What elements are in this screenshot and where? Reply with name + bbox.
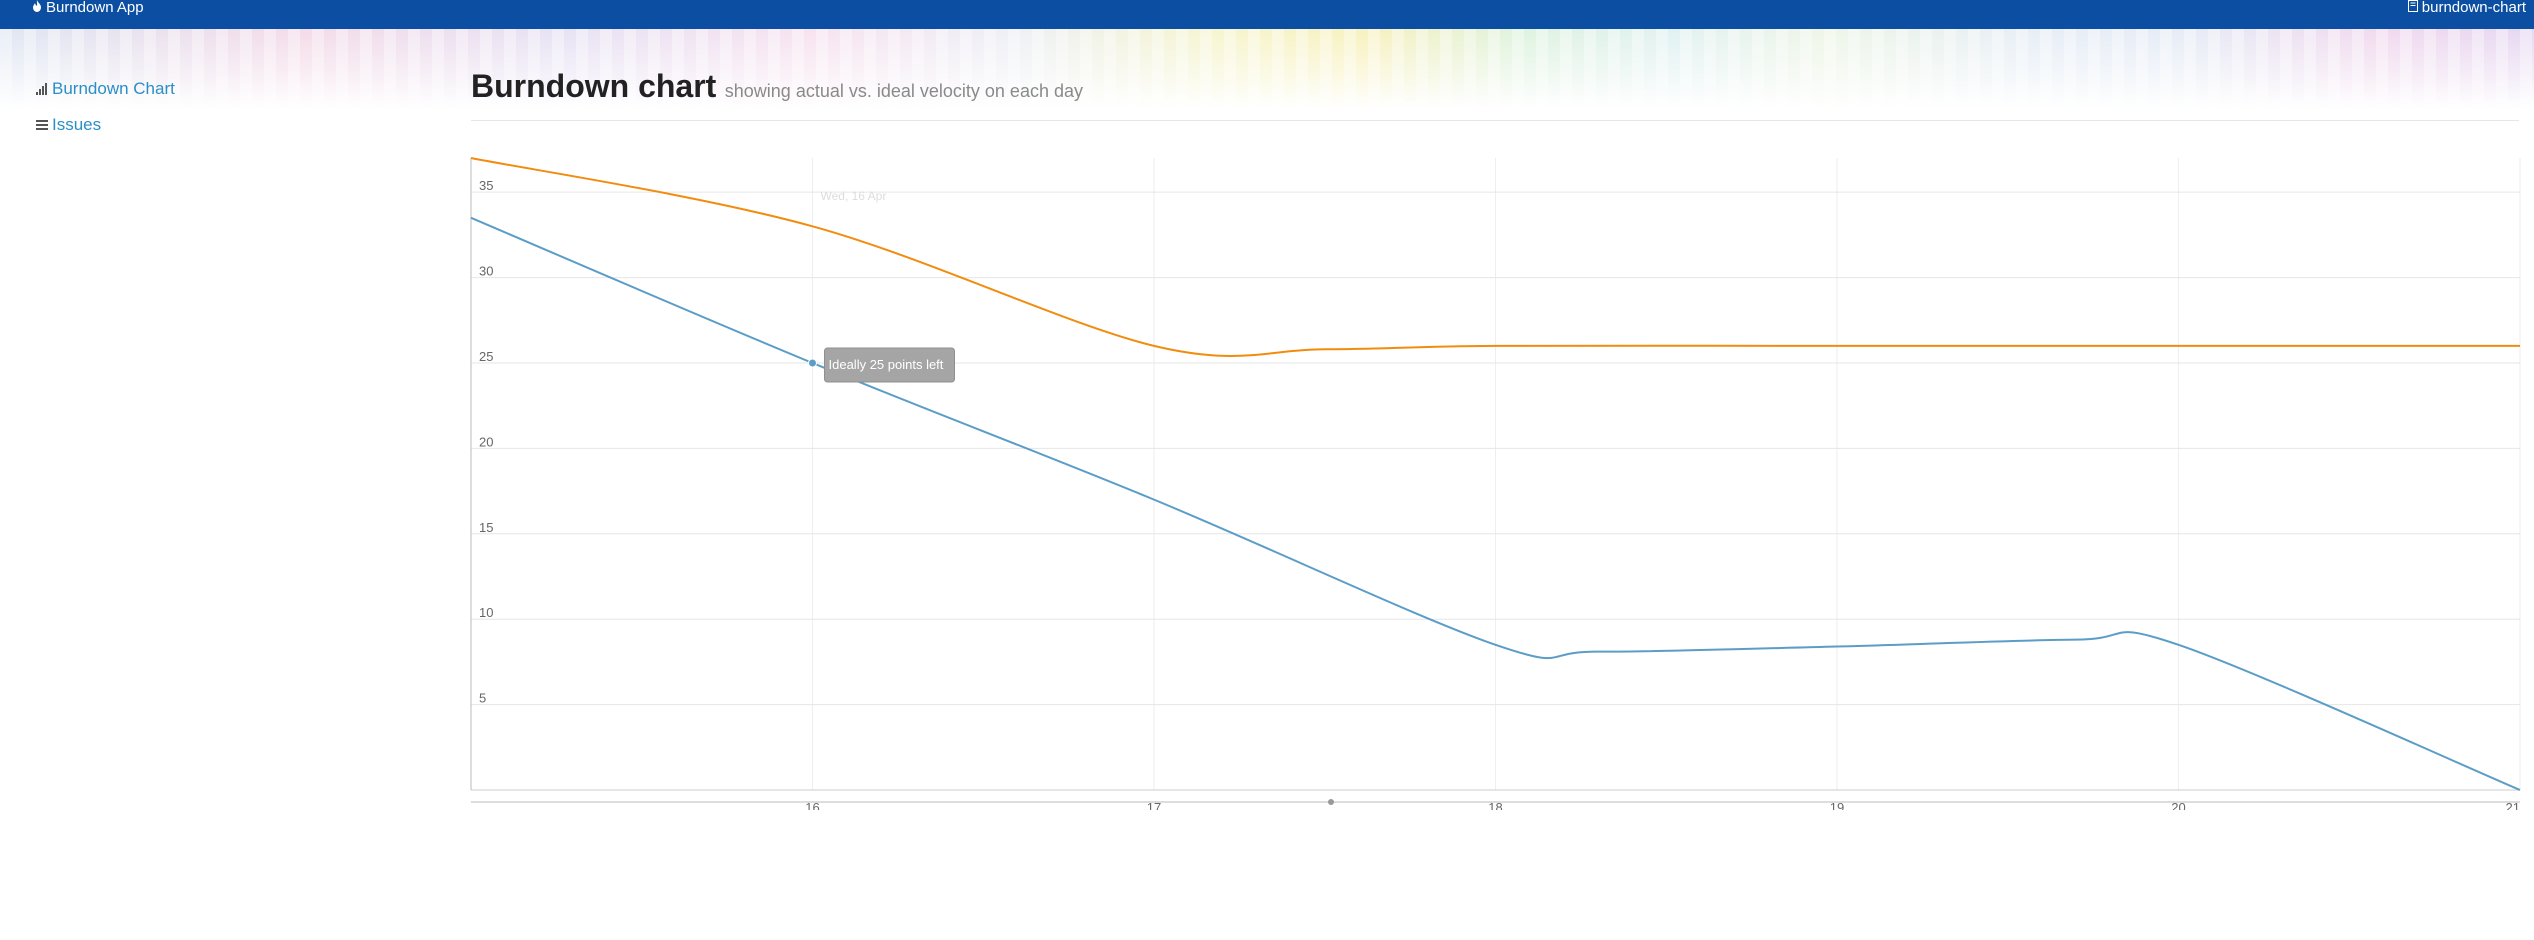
y-tick-label: 15 — [479, 520, 493, 535]
burndown-chart: 16 17 18 19 20 21 5 10 15 20 25 30 35 Wed, 16 Apr Idea… — [468, 150, 2528, 815]
navigator-handle[interactable] — [1328, 799, 1334, 805]
tooltip-point — [808, 358, 817, 368]
tooltip-text: Ideally 25 points left — [829, 357, 944, 372]
y-tick-label: 35 — [479, 178, 493, 193]
y-tick-label: 5 — [479, 691, 486, 706]
header-banner — [0, 29, 2534, 109]
y-tick-label: 30 — [479, 264, 493, 279]
top-navbar: Burndown App burndown-chart — [0, 0, 2534, 29]
sidebar-item-label: Burndown Chart — [52, 79, 175, 98]
repo-link[interactable]: burndown-chart — [2407, 0, 2526, 16]
page-title: Burndown chart — [471, 68, 717, 104]
brand-link[interactable]: Burndown App — [32, 0, 144, 16]
bar-chart-icon — [36, 77, 48, 103]
y-tick-label: 20 — [479, 434, 493, 449]
fire-icon — [32, 0, 42, 16]
brand-label: Burndown App — [46, 0, 144, 16]
page-subtitle: showing actual vs. ideal velocity on eac… — [724, 81, 1083, 101]
y-tick-label: 25 — [479, 349, 493, 364]
tooltip-header: Wed, 16 Apr — [821, 189, 887, 203]
sidebar-item-issues[interactable]: Issues — [36, 112, 175, 138]
y-tick-label: 10 — [479, 605, 493, 620]
series-line-ideal — [470, 216, 2521, 791]
sidebar-item-label: Issues — [52, 115, 102, 134]
page-header: Burndown chart showing actual vs. ideal … — [471, 64, 2519, 121]
book-icon — [2407, 0, 2418, 16]
repo-label: burndown-chart — [2421, 0, 2526, 16]
sidebar-item-burndown-chart[interactable]: Burndown Chart — [36, 76, 175, 102]
series-line-actual — [470, 157, 2520, 357]
tooltip-box — [824, 347, 955, 383]
list-icon — [36, 113, 48, 139]
sidebar: Burndown Chart Issues — [36, 76, 175, 148]
